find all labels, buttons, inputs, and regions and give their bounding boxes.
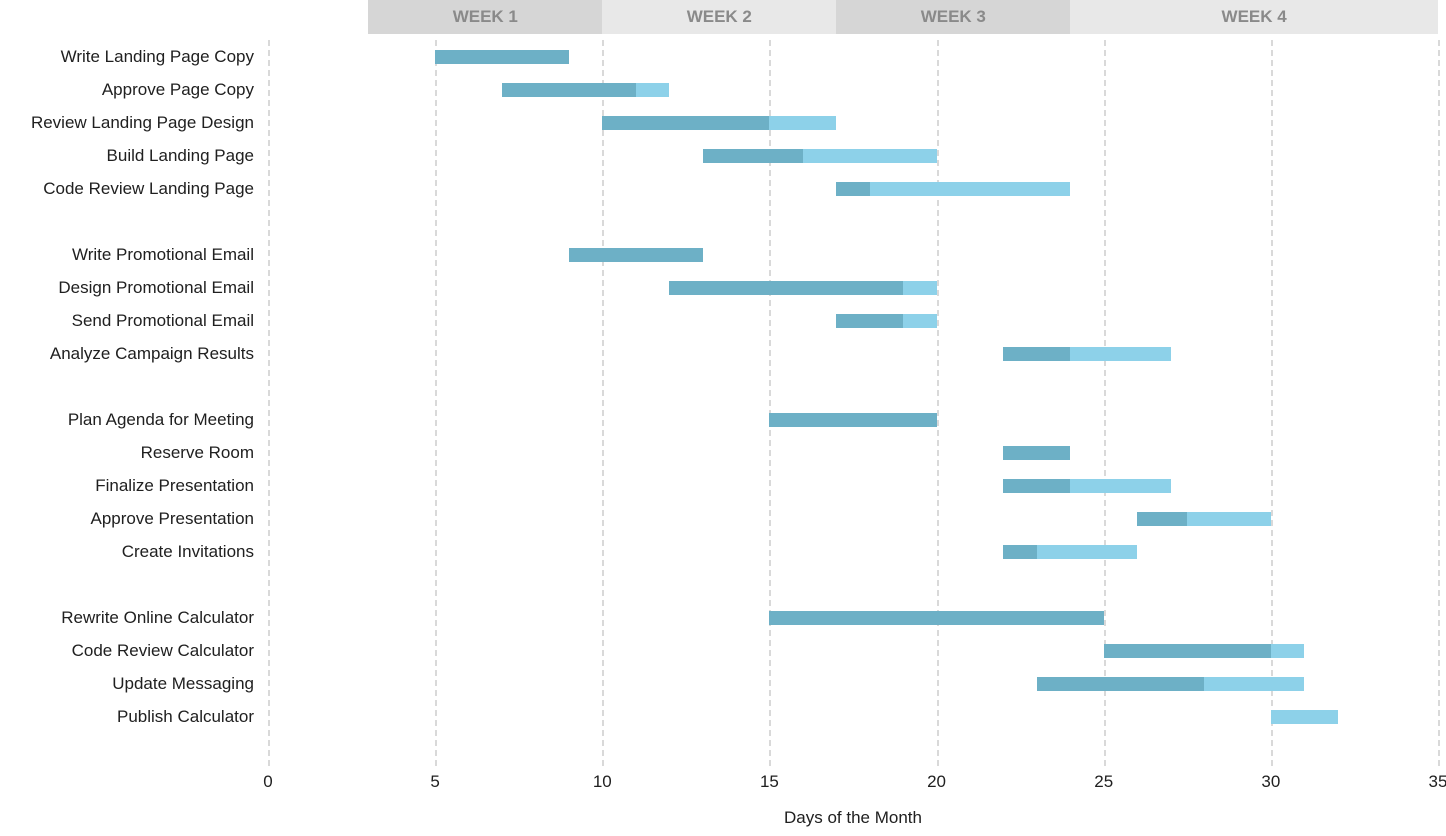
week-header: WEEK 2 — [602, 0, 836, 34]
task-bar — [836, 314, 903, 328]
task-label: Send Promotional Email — [72, 304, 268, 337]
x-tick-label: 35 — [1429, 772, 1446, 792]
x-tick-label: 5 — [430, 772, 439, 792]
task-bar — [435, 50, 569, 64]
plot-area: 05101520253035Write Landing Page CopyApp… — [268, 40, 1438, 766]
task-bar — [502, 83, 636, 97]
task-row: Plan Agenda for Meeting — [268, 403, 1438, 436]
x-tick-label: 15 — [760, 772, 779, 792]
gantt-chart: WEEK 1WEEK 2WEEK 3WEEK 4 05101520253035W… — [0, 0, 1446, 836]
task-bar — [1271, 644, 1304, 658]
task-bar — [769, 611, 1103, 625]
week-header: WEEK 1 — [368, 0, 602, 34]
task-row: Review Landing Page Design — [268, 106, 1438, 139]
task-row: Create Invitations — [268, 535, 1438, 568]
task-label: Write Landing Page Copy — [61, 40, 268, 73]
week-header: WEEK 3 — [836, 0, 1070, 34]
task-label: Update Messaging — [112, 667, 268, 700]
task-bar — [1204, 677, 1304, 691]
task-label: Analyze Campaign Results — [50, 337, 268, 370]
task-label: Code Review Landing Page — [43, 172, 268, 205]
task-label: Plan Agenda for Meeting — [68, 403, 268, 436]
task-bar — [1003, 479, 1070, 493]
task-row: Approve Page Copy — [268, 73, 1438, 106]
task-label: Code Review Calculator — [72, 634, 268, 667]
task-bar — [903, 314, 936, 328]
task-label: Create Invitations — [122, 535, 268, 568]
task-row: Approve Presentation — [268, 502, 1438, 535]
x-tick-label: 10 — [593, 772, 612, 792]
task-row: Write Landing Page Copy — [268, 40, 1438, 73]
task-row: Build Landing Page — [268, 139, 1438, 172]
x-tick-label: 30 — [1261, 772, 1280, 792]
task-bar — [1070, 347, 1170, 361]
task-row: Code Review Calculator — [268, 634, 1438, 667]
x-axis-title: Days of the Month — [784, 808, 922, 828]
task-bar — [1104, 644, 1271, 658]
gridline — [1438, 40, 1440, 766]
task-bar — [803, 149, 937, 163]
task-label: Design Promotional Email — [58, 271, 268, 304]
task-label: Review Landing Page Design — [31, 106, 268, 139]
task-row: Reserve Room — [268, 436, 1438, 469]
task-row: Send Promotional Email — [268, 304, 1438, 337]
task-bar — [769, 413, 936, 427]
task-bar — [1037, 545, 1137, 559]
task-label: Approve Presentation — [91, 502, 269, 535]
task-bar — [1003, 545, 1036, 559]
week-header: WEEK 4 — [1070, 0, 1438, 34]
task-row: Analyze Campaign Results — [268, 337, 1438, 370]
task-row: Write Promotional Email — [268, 238, 1438, 271]
task-bar — [1187, 512, 1271, 526]
x-tick-label: 20 — [927, 772, 946, 792]
x-tick-label: 0 — [263, 772, 272, 792]
task-row: Publish Calculator — [268, 700, 1438, 733]
task-bar — [703, 149, 803, 163]
task-bar — [1003, 347, 1070, 361]
task-label: Approve Page Copy — [102, 73, 268, 106]
task-bar — [1003, 446, 1070, 460]
task-label: Write Promotional Email — [72, 238, 268, 271]
task-bar — [669, 281, 903, 295]
task-row: Code Review Landing Page — [268, 172, 1438, 205]
task-bar — [870, 182, 1071, 196]
task-row: Update Messaging — [268, 667, 1438, 700]
task-bar — [636, 83, 669, 97]
task-label: Reserve Room — [141, 436, 268, 469]
task-bar — [1271, 710, 1338, 724]
task-bar — [602, 116, 769, 130]
task-bar — [903, 281, 936, 295]
task-row: Design Promotional Email — [268, 271, 1438, 304]
task-bar — [569, 248, 703, 262]
task-row: Rewrite Online Calculator — [268, 601, 1438, 634]
task-bar — [1037, 677, 1204, 691]
task-label: Rewrite Online Calculator — [61, 601, 268, 634]
task-label: Build Landing Page — [107, 139, 268, 172]
task-bar — [769, 116, 836, 130]
task-row: Finalize Presentation — [268, 469, 1438, 502]
task-bar — [1070, 479, 1170, 493]
x-tick-label: 25 — [1094, 772, 1113, 792]
task-label: Finalize Presentation — [95, 469, 268, 502]
task-bar — [1137, 512, 1187, 526]
task-bar — [836, 182, 869, 196]
task-label: Publish Calculator — [117, 700, 268, 733]
